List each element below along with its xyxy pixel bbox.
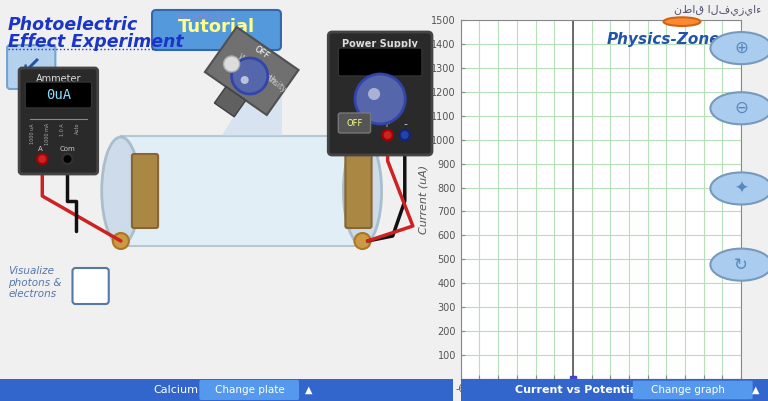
Polygon shape [221, 96, 282, 136]
Text: Physics-Zone.com: Physics-Zone.com [607, 32, 762, 47]
Text: ▲: ▲ [752, 385, 760, 395]
Text: A: A [38, 146, 43, 152]
Circle shape [223, 56, 240, 72]
X-axis label: Potential (V): Potential (V) [566, 397, 636, 401]
Text: Wavelength: Wavelength [236, 52, 278, 86]
FancyBboxPatch shape [339, 113, 370, 133]
FancyBboxPatch shape [346, 154, 372, 228]
Text: 1.0 A: 1.0 A [60, 123, 65, 136]
Text: Visualize
photons &
electrons: Visualize photons & electrons [8, 266, 61, 299]
Text: Change graph: Change graph [651, 385, 725, 395]
FancyBboxPatch shape [205, 27, 299, 115]
FancyBboxPatch shape [214, 87, 246, 117]
Text: -: - [404, 119, 408, 129]
FancyBboxPatch shape [0, 379, 453, 401]
Text: ↙: ↙ [21, 54, 41, 78]
Circle shape [664, 17, 700, 26]
Circle shape [355, 74, 406, 124]
Text: 1000 mA: 1000 mA [45, 123, 50, 145]
FancyBboxPatch shape [328, 32, 432, 155]
Text: Power Supply: Power Supply [343, 39, 418, 49]
Text: Auto: Auto [75, 123, 80, 134]
Text: OFF: OFF [346, 119, 362, 128]
FancyBboxPatch shape [200, 380, 299, 400]
Text: Ammeter: Ammeter [35, 74, 81, 84]
Text: +: + [382, 119, 389, 129]
Ellipse shape [101, 137, 140, 245]
Y-axis label: Current (uA): Current (uA) [419, 165, 429, 234]
Circle shape [62, 154, 72, 164]
Text: ✦: ✦ [734, 180, 748, 197]
Text: Com: Com [60, 146, 75, 152]
FancyBboxPatch shape [461, 379, 768, 401]
FancyBboxPatch shape [121, 136, 362, 246]
Text: ⊖: ⊖ [734, 99, 748, 117]
Text: Calcium: Calcium [154, 385, 199, 395]
FancyBboxPatch shape [0, 0, 453, 401]
FancyBboxPatch shape [72, 268, 109, 304]
Text: Intensity: Intensity [256, 68, 288, 94]
Text: Photoelectric: Photoelectric [8, 16, 138, 34]
FancyBboxPatch shape [132, 154, 158, 228]
FancyBboxPatch shape [152, 10, 281, 50]
Circle shape [368, 88, 380, 100]
Text: 3D graphics by Wassim Sidani: sidani.info: 3D graphics by Wassim Sidani: sidani.inf… [8, 382, 184, 391]
Text: 0uA: 0uA [46, 88, 71, 102]
FancyBboxPatch shape [7, 45, 55, 89]
Circle shape [240, 76, 249, 84]
Text: OFF: OFF [253, 45, 271, 61]
Text: Effect Experiment: Effect Experiment [8, 33, 184, 51]
Text: Change plate: Change plate [215, 385, 285, 395]
Circle shape [400, 130, 410, 140]
FancyBboxPatch shape [25, 82, 91, 108]
Circle shape [113, 233, 129, 249]
Circle shape [382, 130, 392, 140]
Circle shape [355, 233, 370, 249]
Text: ▲: ▲ [306, 385, 313, 395]
Text: 1000 uA: 1000 uA [30, 123, 35, 144]
FancyBboxPatch shape [339, 48, 422, 76]
Text: Version 1.0: Version 1.0 [176, 11, 230, 21]
Text: Tutorial: Tutorial [178, 18, 255, 36]
FancyBboxPatch shape [19, 68, 98, 174]
FancyBboxPatch shape [633, 381, 753, 399]
Text: Current vs Potential: Current vs Potential [515, 385, 641, 395]
Text: نطاق الفيزياء: نطاق الفيزياء [674, 4, 762, 14]
Text: ↻: ↻ [734, 256, 748, 273]
Circle shape [232, 58, 268, 94]
Circle shape [38, 154, 48, 164]
Ellipse shape [343, 137, 382, 245]
Text: ⊕: ⊕ [734, 39, 748, 57]
